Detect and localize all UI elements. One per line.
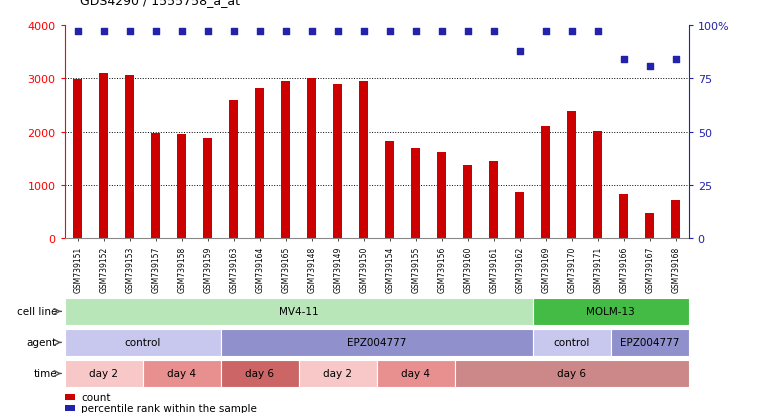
Bar	[298, 360, 377, 387]
Point	[618, 57, 630, 63]
Bar	[143, 360, 221, 387]
Text: percentile rank within the sample: percentile rank within the sample	[81, 403, 257, 413]
Point	[123, 29, 135, 36]
Bar	[65, 298, 533, 325]
Point	[565, 29, 578, 36]
Text: day 2: day 2	[323, 368, 352, 379]
Bar	[281, 81, 290, 239]
Text: EPZ004777: EPZ004777	[620, 337, 680, 348]
Bar	[65, 360, 143, 387]
Text: count: count	[81, 392, 110, 402]
Bar	[359, 81, 368, 239]
Text: cell line: cell line	[17, 306, 57, 317]
Text: control: control	[125, 337, 161, 348]
Bar	[333, 85, 342, 239]
Bar	[221, 329, 533, 356]
Text: day 6: day 6	[245, 368, 274, 379]
Bar	[411, 148, 420, 239]
Point	[358, 29, 370, 36]
Text: MOLM-13: MOLM-13	[586, 306, 635, 317]
Text: day 4: day 4	[167, 368, 196, 379]
Bar	[671, 201, 680, 239]
Bar	[455, 360, 689, 387]
Bar	[593, 132, 602, 239]
Bar	[177, 135, 186, 239]
Bar	[533, 298, 689, 325]
Point	[488, 29, 500, 36]
Bar	[567, 112, 576, 239]
Text: control: control	[553, 337, 590, 348]
Bar	[125, 76, 134, 239]
Bar	[377, 360, 455, 387]
Point	[228, 29, 240, 36]
Text: day 6: day 6	[557, 368, 586, 379]
Text: day 2: day 2	[89, 368, 118, 379]
Point	[540, 29, 552, 36]
Text: MV4-11: MV4-11	[279, 306, 319, 317]
Bar	[463, 165, 473, 239]
Point	[97, 29, 110, 36]
Bar	[307, 78, 317, 239]
Point	[176, 29, 188, 36]
Bar	[65, 394, 75, 400]
Bar	[489, 161, 498, 239]
Point	[409, 29, 422, 36]
Point	[202, 29, 214, 36]
Point	[591, 29, 603, 36]
Bar	[645, 214, 654, 239]
Point	[253, 29, 266, 36]
Bar	[151, 133, 161, 239]
Point	[279, 29, 291, 36]
Bar	[65, 405, 75, 411]
Bar	[619, 195, 629, 239]
Point	[306, 29, 318, 36]
Point	[332, 29, 344, 36]
Bar	[221, 360, 298, 387]
Text: GDS4290 / 1555758_a_at: GDS4290 / 1555758_a_at	[80, 0, 240, 7]
Point	[670, 57, 682, 63]
Bar	[99, 74, 108, 239]
Bar	[255, 89, 264, 239]
Text: day 4: day 4	[401, 368, 430, 379]
Point	[435, 29, 447, 36]
Point	[644, 63, 656, 70]
Bar	[73, 80, 82, 239]
Bar	[229, 100, 238, 239]
Bar	[541, 126, 550, 239]
Point	[72, 29, 84, 36]
Text: agent: agent	[27, 337, 57, 348]
Point	[384, 29, 396, 36]
Bar	[515, 192, 524, 239]
Bar	[65, 329, 221, 356]
Bar	[533, 329, 611, 356]
Bar	[610, 329, 689, 356]
Text: time: time	[33, 368, 57, 379]
Point	[462, 29, 474, 36]
Point	[150, 29, 162, 36]
Bar	[437, 152, 446, 239]
Point	[514, 48, 526, 55]
Text: EPZ004777: EPZ004777	[347, 337, 406, 348]
Bar	[385, 141, 394, 239]
Bar	[203, 138, 212, 239]
